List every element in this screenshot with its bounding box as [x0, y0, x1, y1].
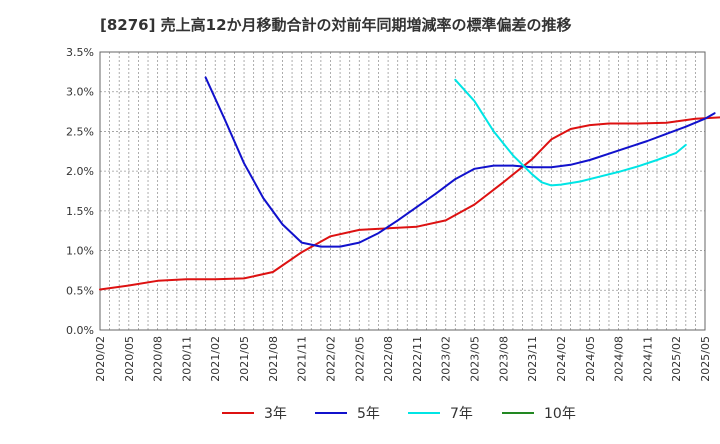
series-lines: [99, 76, 720, 291]
x-tick-label: 2021/08: [267, 336, 280, 382]
legend-label-5年: 5年: [357, 406, 380, 422]
x-tick-label: 2021/11: [296, 336, 309, 382]
x-tick-label: 2022/05: [353, 336, 366, 382]
y-tick-label: 1.0%: [66, 245, 94, 258]
x-tick-label: 2024/02: [555, 336, 568, 382]
y-tick-label: 3.5%: [66, 46, 94, 59]
x-tick-label: 2023/08: [497, 336, 510, 382]
x-tick-label: 2024/11: [641, 336, 654, 382]
y-tick-label: 1.5%: [66, 205, 94, 218]
chart-title: [8276] 売上高12か月移動合計の対前年同期増減率の標準偏差の推移: [100, 16, 572, 34]
y-tick-label: 3.0%: [66, 86, 94, 99]
x-tick-label: 2022/02: [324, 336, 337, 382]
y-tick-label: 0.0%: [66, 324, 94, 337]
legend-label-3年: 3年: [264, 406, 287, 422]
y-tick-label: 0.5%: [66, 284, 94, 297]
grid: [100, 52, 705, 330]
y-tick-label: 2.0%: [66, 165, 94, 178]
series-line-5年: [204, 76, 716, 248]
plot-area-frame: [99, 51, 706, 331]
y-tick-label: 2.5%: [66, 125, 94, 138]
series-line-3年: [99, 116, 720, 291]
x-tick-label: 2025/05: [699, 336, 712, 382]
legend-label-7年: 7年: [450, 406, 473, 422]
x-tick-label: 2025/02: [670, 336, 683, 382]
x-tick-label: 2023/05: [469, 336, 482, 382]
y-axis-ticks: 0.0% 0.5% 1.0% 1.5% 2.0% 2.5% 3.0% 3.5%: [66, 46, 94, 337]
x-tick-label: 2023/11: [526, 336, 539, 382]
x-tick-label: 2021/05: [238, 336, 251, 382]
x-tick-label: 2024/05: [584, 336, 597, 382]
legend-label-10年: 10年: [544, 406, 576, 422]
x-tick-label: 2020/08: [152, 336, 165, 382]
series-line-7年: [454, 78, 687, 187]
x-tick-label: 2022/11: [411, 336, 424, 382]
x-tick-label: 2023/02: [440, 336, 453, 382]
x-axis-ticks: 2020/02 2020/05 2020/08 2020/11 2021/02 2021/…: [94, 336, 712, 382]
x-tick-label: 2024/08: [613, 336, 626, 382]
x-tick-label: 2020/05: [123, 336, 136, 382]
x-tick-label: 2021/02: [209, 336, 222, 382]
legend: 3年 5年 7年 10年: [222, 406, 576, 422]
x-tick-label: 2020/11: [180, 336, 193, 382]
x-tick-label: 2022/08: [382, 336, 395, 382]
x-tick-label: 2020/02: [94, 336, 107, 382]
